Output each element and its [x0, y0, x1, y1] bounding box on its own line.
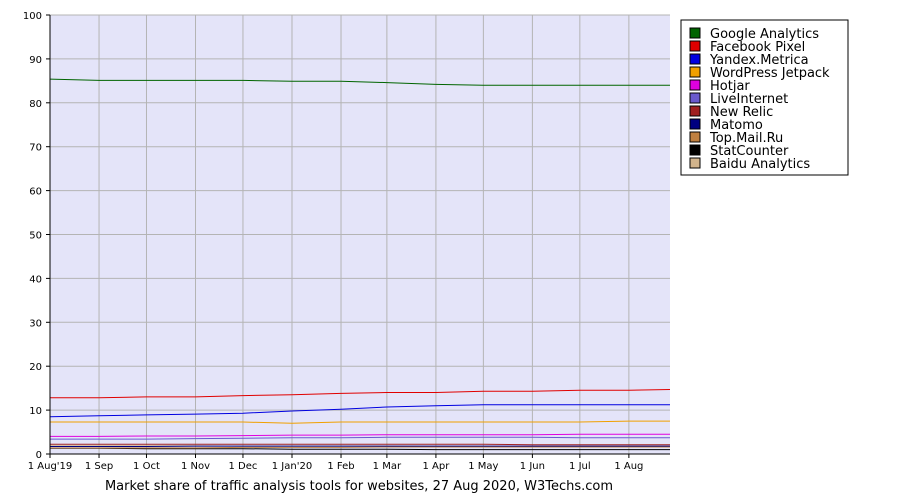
legend-label-new-relic: New Relic: [710, 105, 773, 120]
legend-swatch-matomo: [689, 118, 701, 130]
series-line-top-mail-ru: [50, 446, 670, 449]
legend-swatch-baidu-analytics: [689, 157, 701, 169]
y-tick-label: 80: [29, 99, 42, 110]
series-line-yandex-metrica: [49, 404, 670, 418]
y-tick-label: 10: [29, 406, 42, 417]
y-tick-label: 60: [29, 187, 42, 198]
y-tick-label: 50: [29, 231, 42, 242]
x-tick-label: 1 Sep: [85, 461, 113, 472]
legend-label-matomo: Matomo: [710, 118, 763, 133]
legend-swatch-wordpress-jetpack: [689, 66, 701, 78]
legend-label-top-mail-ru: Top.Mail.Ru: [709, 131, 783, 146]
x-axis-ticks: 1 Aug'19 1 Sep 1 Oct 1 Nov 1 Dec 1 Jan'20 1 Fe…: [28, 454, 643, 472]
y-tick-label: 0: [36, 450, 42, 461]
chart-caption: Market share of traffic analysis tools f…: [105, 479, 613, 494]
x-tick-label: 1 Nov: [181, 461, 210, 472]
series-line-facebook-pixel: [50, 389, 671, 399]
series-lines: [49, 78, 671, 451]
x-tick-label: 1 Jun: [520, 461, 545, 472]
y-tick-label: 20: [29, 362, 42, 373]
legend-swatch-new-relic: [689, 105, 701, 117]
legend-swatch-top-mail-ru: [689, 131, 701, 143]
legend-swatch-facebook-pixel: [689, 40, 701, 52]
y-tick-label: 40: [29, 274, 42, 285]
y-tick-label: 70: [29, 143, 42, 154]
legend-label-baidu-analytics: Baidu Analytics: [710, 157, 810, 172]
x-tick-label: 1 Aug'19: [28, 461, 73, 472]
series-line-new-relic: [50, 443, 670, 446]
legend-label-facebook-pixel: Facebook Pixel: [710, 40, 805, 55]
legend-label-statcounter: StatCounter: [710, 144, 789, 159]
series-line-statcounter: [50, 447, 670, 451]
y-axis-ticks: 0 10 20 30 40 50 60 70 80 90 100: [23, 11, 50, 461]
series-line-wordpress-jetpack: [50, 420, 670, 424]
legend-box: [680, 19, 849, 176]
legend-label-google-analytics: Google Analytics: [710, 27, 819, 42]
series-line-hotjar: [50, 433, 670, 437]
series-line-google-analytics: [49, 78, 670, 86]
x-tick-label: 1 Jan'20: [272, 461, 312, 472]
x-tick-label: 1 Jul: [569, 461, 591, 472]
legend-swatch-google-analytics: [689, 27, 701, 39]
legend-swatch-yandex-metrica: [689, 53, 701, 65]
legend-label-liveinternet: LiveInternet: [710, 92, 788, 107]
x-tick-label: 1 Mar: [373, 461, 402, 472]
legend-label-hotjar: Hotjar: [710, 79, 750, 94]
x-tick-label: 1 Apr: [422, 461, 450, 472]
x-tick-label: 1 Oct: [133, 461, 160, 472]
y-tick-label: 90: [29, 55, 42, 66]
y-tick-label: 100: [23, 11, 42, 22]
x-tick-label: 1 Feb: [327, 461, 354, 472]
x-tick-label: 1 May: [468, 461, 498, 472]
legend-swatch-hotjar: [689, 79, 701, 91]
x-tick-label: 1 Dec: [229, 461, 258, 472]
legend-swatch-liveinternet: [689, 92, 701, 104]
y-tick-label: 30: [29, 318, 42, 329]
x-tick-label: 1 Aug: [614, 461, 643, 472]
legend-label-wordpress-jetpack: WordPress Jetpack: [710, 66, 830, 81]
legend-swatch-statcounter: [689, 144, 701, 156]
series-line-liveinternet: [50, 436, 670, 440]
legend-label-yandex-metrica: Yandex.Metrica: [709, 53, 809, 68]
grid-lines: [49, 14, 670, 455]
